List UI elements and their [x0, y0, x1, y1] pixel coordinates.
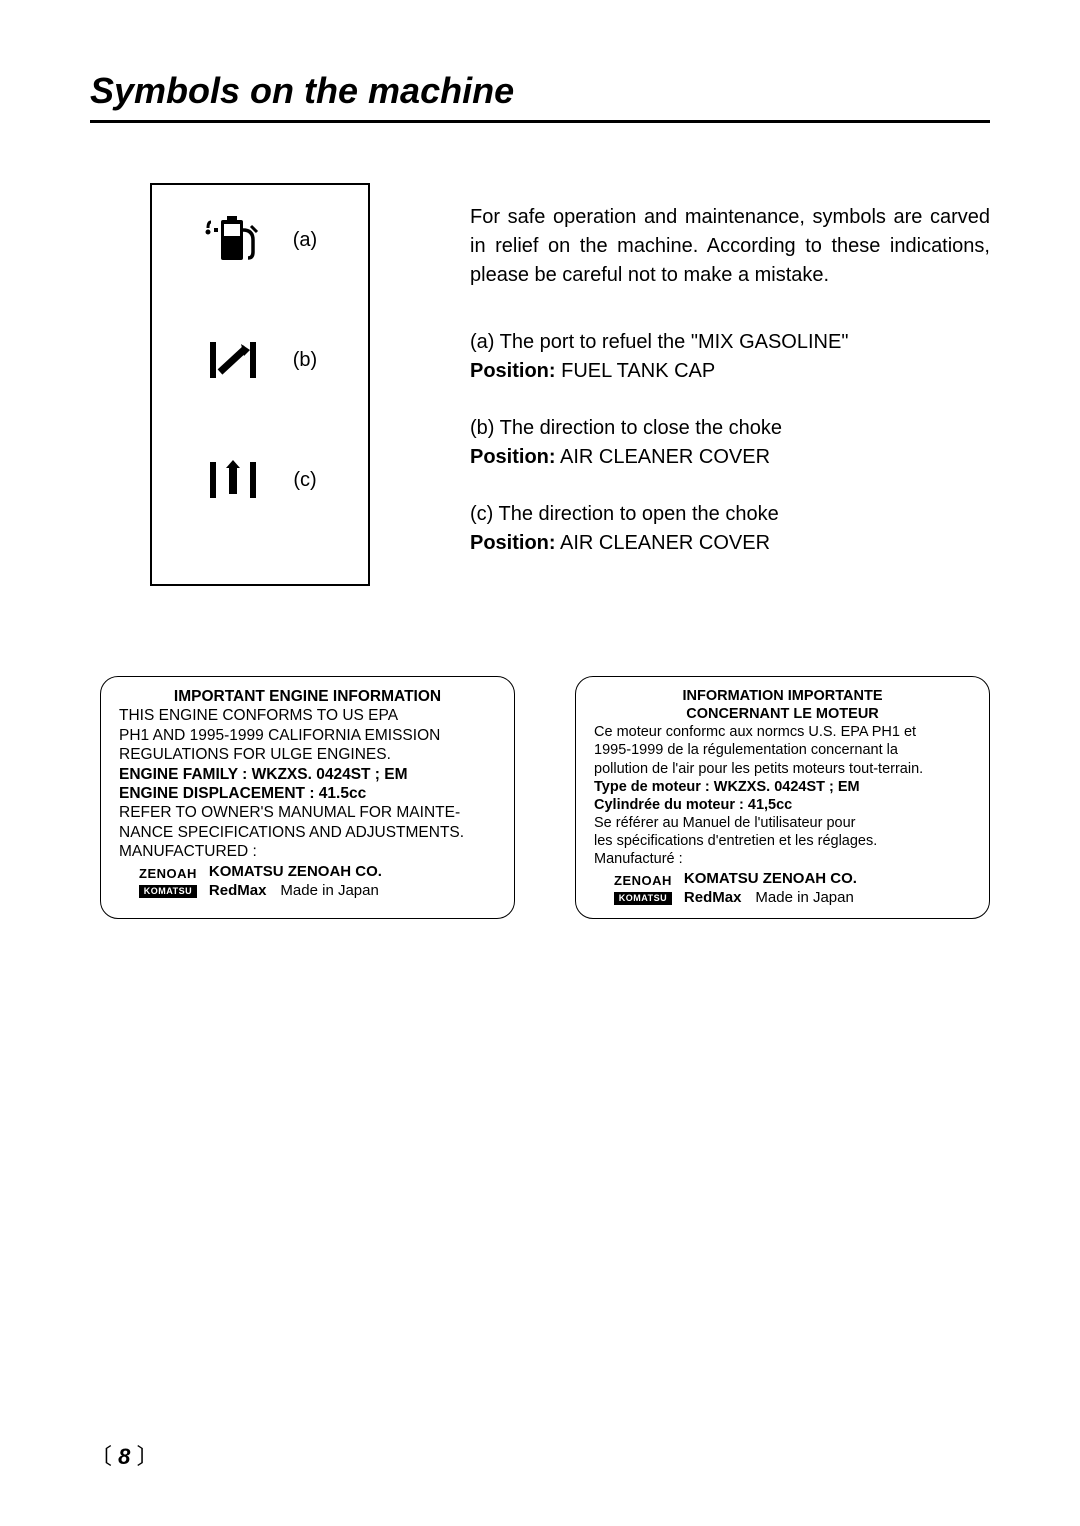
desc-c-text: (c) The direction to open the choke [470, 500, 990, 529]
logo-col: ZENOAH KOMATSU [614, 873, 672, 905]
label-en-line: PH1 AND 1995-1999 CALIFORNIA EMISSION [119, 726, 496, 745]
logo-col: ZENOAH KOMATSU [139, 866, 197, 898]
page-title: Symbols on the machine [90, 70, 990, 112]
desc-b-text: (b) The direction to close the choke [470, 414, 990, 443]
komatsu-logo: KOMATSU [139, 885, 197, 898]
redmax-text: RedMax [684, 889, 742, 906]
desc-a-pos: Position: FUEL TANK CAP [470, 357, 990, 386]
desc-c-pos: Position: AIR CLEANER COVER [470, 529, 990, 558]
symbol-row-c: (c) [172, 455, 348, 505]
desc-b-pos: Position: AIR CLEANER COVER [470, 443, 990, 472]
label-fr-mfg: Manufacturé : [594, 850, 971, 868]
choke-close-icon [203, 335, 263, 385]
label-fr-refer: Se référer au Manuel de l'utilisateur po… [594, 814, 971, 832]
zenoah-logo: ZENOAH [139, 866, 197, 882]
desc-c: (c) The direction to open the choke Posi… [470, 500, 990, 558]
symbol-label-c: (c) [293, 469, 316, 492]
label-fr-displacement: Cylindrée du moteur : 41,5cc [594, 796, 971, 814]
label-en-mfg: MANUFACTURED : [119, 842, 496, 861]
pos-value: AIR CLEANER COVER [556, 532, 771, 554]
symbol-row-b: (b) [172, 335, 348, 385]
pos-label: Position: [470, 360, 556, 382]
descriptions: For safe operation and maintenance, symb… [470, 173, 990, 586]
redmax-text: RedMax [209, 882, 267, 899]
fuel-icon [203, 215, 263, 265]
symbol-row-a: (a) [172, 215, 348, 265]
label-fr-title2: CONCERNANT LE MOTEUR [594, 705, 971, 723]
title-rule [90, 120, 990, 123]
bracket-open: 〔 [90, 1444, 118, 1469]
bracket-close: 〕 [130, 1444, 158, 1469]
label-en-line: THIS ENGINE CONFORMS TO US EPA [119, 706, 496, 725]
pos-value: FUEL TANK CAP [556, 360, 716, 382]
redmax-row: RedMax Made in Japan [209, 882, 382, 901]
label-fr-line: pollution de l'air pour les petits moteu… [594, 760, 971, 778]
label-fr-line: Ce moteur conformc aux normcs U.S. EPA P… [594, 723, 971, 741]
label-en-refer: NANCE SPECIFICATIONS AND ADJUSTMENTS. [119, 823, 496, 842]
desc-a-text: (a) The port to refuel the "MIX GASOLINE… [470, 328, 990, 357]
label-fr-family: Type de moteur : WKZXS. 0424ST ; EM [594, 778, 971, 796]
label-en-displacement: ENGINE DISPLACEMENT : 41.5cc [119, 784, 496, 803]
page-num-value: 8 [118, 1444, 130, 1469]
engine-label-en: IMPORTANT ENGINE INFORMATION THIS ENGINE… [100, 676, 515, 919]
zenoah-logo: ZENOAH [614, 873, 672, 889]
mfg-row: ZENOAH KOMATSU KOMATSU ZENOAH CO. RedMax… [139, 863, 496, 901]
pos-label: Position: [470, 532, 556, 554]
engine-labels-row: IMPORTANT ENGINE INFORMATION THIS ENGINE… [100, 676, 990, 919]
redmax-row: RedMax Made in Japan [684, 889, 857, 908]
page-number: 〔 8 〕 [90, 1439, 159, 1471]
label-fr-line: 1995-1999 de la régulementation concerna… [594, 741, 971, 759]
engine-label-fr: INFORMATION IMPORTANTE CONCERNANT LE MOT… [575, 676, 990, 919]
made-in-text: Made in Japan [755, 889, 853, 906]
company-col: KOMATSU ZENOAH CO. RedMax Made in Japan [209, 863, 382, 901]
label-en-line: REGULATIONS FOR ULGE ENGINES. [119, 745, 496, 764]
desc-a: (a) The port to refuel the "MIX GASOLINE… [470, 328, 990, 386]
made-in-text: Made in Japan [280, 882, 378, 899]
symbol-label-a: (a) [293, 229, 317, 252]
top-section: (a) (b) (c) [150, 173, 990, 586]
symbols-box: (a) (b) (c) [150, 183, 370, 586]
pos-value: AIR CLEANER COVER [556, 446, 771, 468]
komatsu-logo: KOMATSU [614, 892, 672, 905]
desc-b: (b) The direction to close the choke Pos… [470, 414, 990, 472]
label-fr-refer: les spécifications d'entretien et les ré… [594, 832, 971, 850]
company-name: KOMATSU ZENOAH CO. [209, 863, 382, 882]
label-en-title: IMPORTANT ENGINE INFORMATION [119, 687, 496, 706]
company-name: KOMATSU ZENOAH CO. [684, 870, 857, 889]
mfg-row: ZENOAH KOMATSU KOMATSU ZENOAH CO. RedMax… [614, 870, 971, 908]
symbol-label-b: (b) [293, 349, 317, 372]
choke-open-icon [203, 455, 263, 505]
label-en-refer: REFER TO OWNER'S MANUMAL FOR MAINTE- [119, 803, 496, 822]
pos-label: Position: [470, 446, 556, 468]
label-fr-title1: INFORMATION IMPORTANTE [594, 687, 971, 705]
label-en-family: ENGINE FAMILY : WKZXS. 0424ST ; EM [119, 765, 496, 784]
company-col: KOMATSU ZENOAH CO. RedMax Made in Japan [684, 870, 857, 908]
intro-text: For safe operation and maintenance, symb… [470, 203, 990, 290]
